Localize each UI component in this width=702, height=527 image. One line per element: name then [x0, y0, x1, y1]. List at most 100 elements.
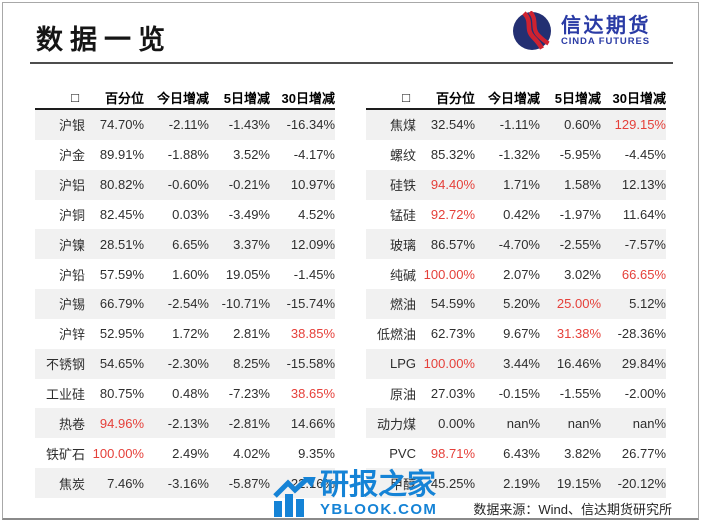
column-header: 5日增减 — [554, 91, 601, 106]
row-label: 原油 — [389, 387, 416, 403]
cell-value: 80.82% — [99, 177, 144, 193]
cell-value: 38.65% — [290, 386, 335, 402]
cell-value: 32.54% — [430, 117, 475, 133]
cell-value: 100.00% — [423, 356, 475, 372]
row-label: 沪铜 — [58, 207, 85, 223]
cell-value: 66.65% — [621, 266, 666, 282]
cell-value: 98.71% — [430, 445, 475, 461]
cell-value: -15.74% — [286, 296, 335, 312]
cell-value: 3.82% — [564, 445, 601, 461]
cell-value: 25.00% — [556, 296, 601, 312]
row-label: 工业硅 — [45, 387, 85, 403]
cell-value: 0.03% — [172, 206, 209, 222]
cell-value: 1.58% — [564, 177, 601, 193]
cell-value: -1.88% — [167, 147, 209, 163]
table-left-body: 沪银 74.70% -2.11% -1.43% -16.34% 沪金 89.91% -1.88… — [35, 110, 335, 498]
column-header: 5日增减 — [223, 91, 270, 106]
table-row: 沪金 89.91% -1.88% 3.52% -4.17% — [35, 140, 335, 170]
cell-value: -5.95% — [559, 147, 601, 163]
cell-value: 9.67% — [503, 326, 540, 342]
column-header: □ — [71, 90, 79, 105]
cell-value: -1.43% — [228, 117, 270, 133]
cell-value: -4.17% — [293, 147, 335, 163]
row-label: PVC — [389, 445, 416, 461]
cell-value: 2.49% — [172, 445, 209, 461]
table-row: 沪铜 82.45% 0.03% -3.49% 4.52% — [35, 200, 335, 230]
table-row: PVC 98.71% 6.43% 3.82% 26.77% — [366, 438, 666, 468]
column-header: 百分位 — [435, 91, 475, 106]
cell-value: -1.11% — [499, 117, 540, 133]
cell-value: 19.05% — [225, 266, 270, 282]
cell-value: -0.60% — [167, 177, 209, 193]
table-left-header-row: □ 百分位 今日增减 5日增减 30日增减 — [35, 87, 335, 110]
cell-value: 3.37% — [233, 236, 270, 252]
table-row: 硅铁 94.40% 1.71% 1.58% 12.13% — [366, 169, 666, 200]
cell-value: 82.45% — [99, 206, 144, 222]
cell-value: -4.70% — [498, 236, 540, 252]
table-row: 沪银 74.70% -2.11% -1.43% -16.34% — [35, 110, 335, 140]
table-row: 热卷 94.96% -2.13% -2.81% 14.66% — [35, 408, 335, 439]
cell-value: 10.97% — [290, 177, 335, 193]
title-divider — [30, 62, 673, 64]
cell-value: -1.32% — [498, 147, 540, 163]
cell-value: -2.30% — [167, 356, 209, 372]
cell-value: 2.07% — [503, 266, 540, 282]
cinda-logo-icon — [513, 11, 551, 50]
row-label: 螺纹 — [389, 148, 416, 164]
cell-value: 31.38% — [556, 326, 601, 342]
data-source-note: 数据来源：Wind、信达期货研究所 — [473, 502, 672, 517]
cell-value: 66.79% — [99, 296, 144, 312]
cell-value: 0.42% — [503, 206, 540, 222]
cell-value: 7.46% — [107, 475, 144, 491]
cell-value: 16.46% — [556, 356, 601, 372]
logo-name-en: CINDA FUTURES — [561, 35, 650, 47]
table-right-header-row: □ 百分位 今日增减 5日增减 30日增减 — [366, 87, 666, 110]
table-row: 螺纹 85.32% -1.32% -5.95% -4.45% — [366, 140, 666, 170]
cell-value: 92.72% — [430, 206, 475, 222]
row-label: 玻璃 — [389, 237, 416, 253]
cell-value: -2.81% — [228, 415, 270, 431]
cell-value: 3.02% — [564, 266, 601, 282]
cell-value: 27.03% — [430, 386, 475, 402]
cell-value: 3.44% — [503, 356, 540, 372]
cell-value: 4.52% — [298, 206, 335, 222]
table-right: □ 百分位 今日增减 5日增减 30日增减 焦煤 32.54% -1.11% 0.60% 129… — [366, 87, 666, 498]
table-row: 甲醇 45.25% 2.19% 19.15% -20.12% — [366, 468, 666, 498]
cell-value: 45.25% — [430, 475, 475, 491]
table-left: □ 百分位 今日增减 5日增减 30日增减 沪银 74.70% -2.11% -1.43% -1… — [35, 87, 335, 498]
row-label: 不锈钢 — [45, 357, 85, 373]
cell-value: -5.87% — [228, 475, 270, 491]
cell-value: 2.81% — [233, 326, 270, 342]
cell-value: 1.60% — [172, 266, 209, 282]
cinda-futures-logo: 信达期货 CINDA FUTURES — [512, 11, 651, 51]
row-label: 沪铝 — [58, 178, 85, 194]
table-row: 原油 27.03% -0.15% -1.55% -2.00% — [366, 379, 666, 409]
cell-value: 3.52% — [233, 147, 270, 163]
cell-value: 86.57% — [430, 236, 475, 252]
row-label: 铁矿石 — [45, 446, 85, 462]
cell-value: 28.51% — [99, 236, 144, 252]
cell-value: -2.54% — [167, 296, 209, 312]
table-row: 沪锡 66.79% -2.54% -10.71% -15.74% — [35, 289, 335, 319]
cell-value: nan% — [632, 415, 666, 431]
cell-value: 4.02% — [233, 445, 270, 461]
column-header: 30日增减 — [612, 91, 666, 106]
cell-value: 54.59% — [430, 296, 475, 312]
table-row: 燃油 54.59% 5.20% 25.00% 5.12% — [366, 289, 666, 319]
cell-value: -0.21% — [228, 177, 270, 193]
cell-value: -10.71% — [221, 296, 270, 312]
table-row: 铁矿石 100.00% 2.49% 4.02% 9.35% — [35, 438, 335, 468]
cell-value: 6.65% — [172, 236, 209, 252]
page-title: 数据一览 — [36, 25, 172, 56]
cell-value: -1.45% — [293, 266, 335, 282]
table-row: 沪铝 80.82% -0.60% -0.21% 10.97% — [35, 169, 335, 200]
yblook-watermark: 研报之家 YBLOOK.COM — [271, 469, 437, 517]
table-right-body: 焦煤 32.54% -1.11% 0.60% 129.15% 螺纹 85.32% -1.32%… — [366, 110, 666, 498]
row-label: 甲醇 — [389, 476, 416, 492]
cell-value: 89.91% — [99, 147, 144, 163]
logo-name-cn: 信达期货 — [561, 14, 651, 37]
cell-value: 94.96% — [99, 415, 144, 431]
cell-value: 38.85% — [290, 326, 335, 342]
table-row: 沪镍 28.51% 6.65% 3.37% 12.09% — [35, 229, 335, 260]
